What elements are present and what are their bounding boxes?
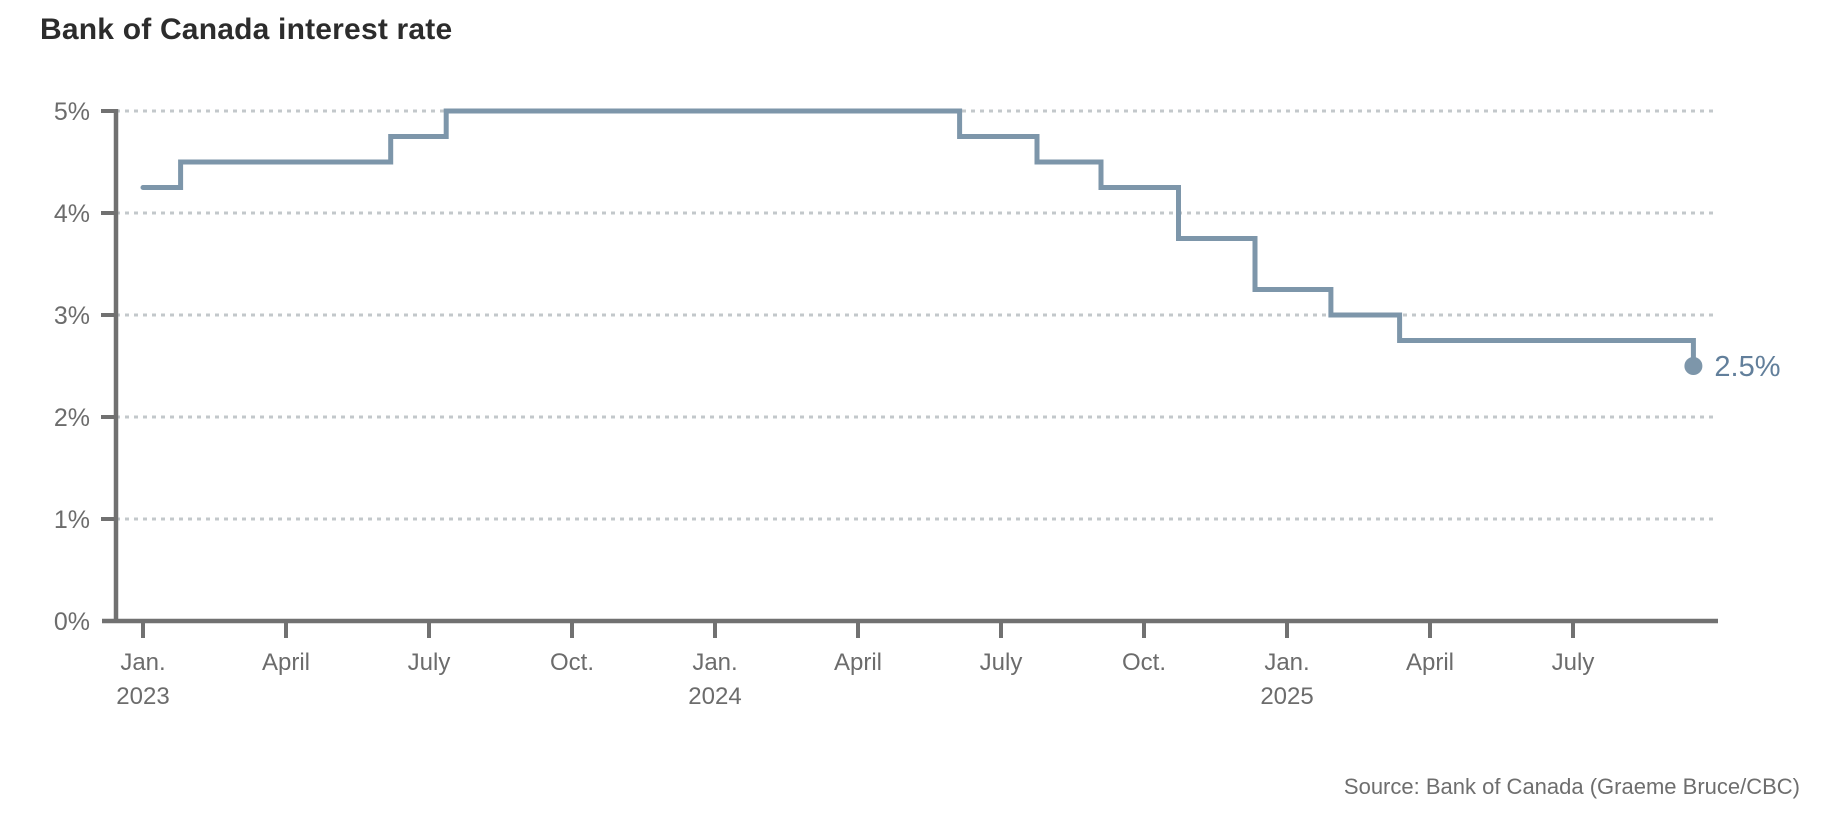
y-tick-label: 4%: [54, 200, 90, 228]
latest-value-label: 2.5%: [1714, 351, 1780, 383]
x-tick-label: April: [1406, 649, 1454, 676]
x-tick-label: July: [408, 649, 451, 676]
axes: 0% 1% 2% 3% 4% 5% Jan. 2023 April July Oct. Jan. 202…: [54, 98, 1718, 710]
x-tick-label: Oct.: [1122, 649, 1166, 676]
x-tick-label: April: [262, 649, 310, 676]
x-tick-label: Oct.: [550, 649, 594, 676]
gridlines: [116, 109, 1718, 521]
latest-value-dot: [1684, 357, 1703, 375]
x-tick-year-label: 2023: [116, 683, 169, 710]
x-tick-label: Jan.: [1264, 649, 1309, 676]
x-tick-label: July: [980, 649, 1023, 676]
y-tick-label: 3%: [54, 302, 90, 330]
x-tick-year-label: 2024: [688, 683, 741, 710]
source-credit: Source: Bank of Canada (Graeme Bruce/CBC…: [1343, 774, 1800, 799]
x-tick-label: April: [834, 649, 882, 676]
x-tick-label: July: [1552, 649, 1595, 676]
y-tick-label: 1%: [54, 506, 90, 534]
x-tick-year-label: 2025: [1260, 683, 1313, 710]
chart-title: Bank of Canada interest rate: [40, 13, 453, 46]
rate-step-line: [140, 108, 1696, 369]
y-tick-label: 0%: [54, 608, 90, 636]
x-tick-label: Jan.: [692, 649, 737, 676]
y-tick-label: 5%: [54, 98, 90, 126]
x-tick-label: Jan.: [120, 649, 165, 676]
y-tick-label: 2%: [54, 404, 90, 432]
